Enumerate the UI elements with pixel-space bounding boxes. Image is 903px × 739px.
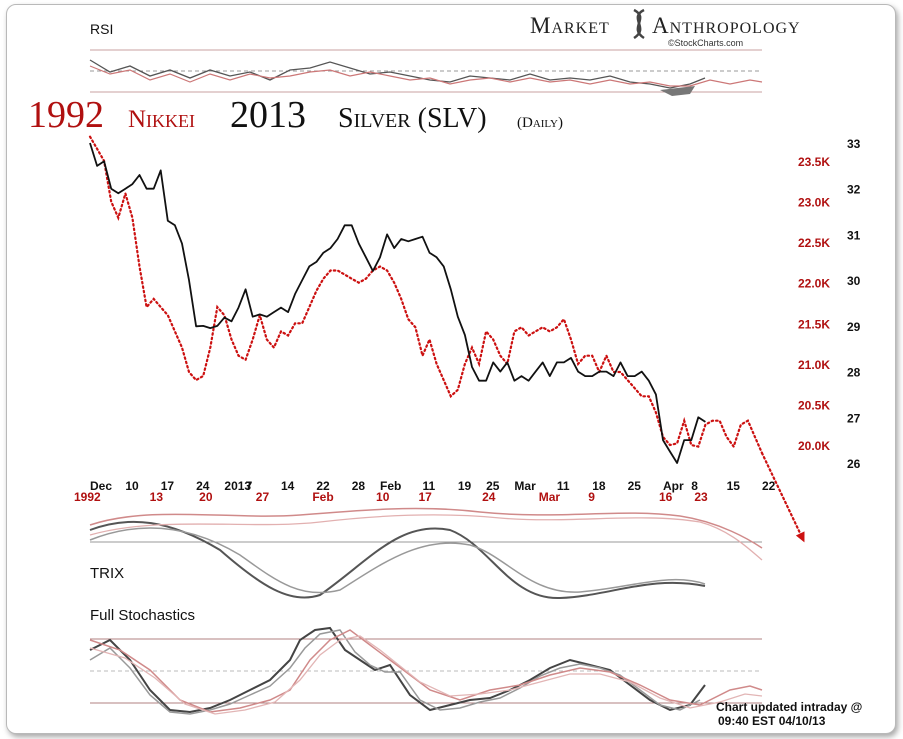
x-tick-top: 10 [125, 479, 139, 493]
silver-axis-tick: 33 [847, 137, 861, 151]
rsi-panel: RSI [89, 21, 763, 96]
silver-axis-tick: 28 [847, 366, 861, 380]
price-plot: 33 32 31 30 29 28 27 26 23.5K 23.0K 22.5K 22.0K 21.5… [74, 135, 861, 544]
x-tick-bottom: 24 [482, 490, 496, 504]
silver-axis-tick: 32 [847, 183, 861, 197]
title-suffix: (Daily) [517, 115, 563, 131]
x-tick-top: 22 [316, 479, 330, 493]
footer-line-1: Chart updated intraday @ [716, 700, 862, 714]
x-tick-bottom: 27 [256, 490, 270, 504]
x-tick-top: 7 [246, 479, 253, 493]
title-year-nikkei: 1992 [28, 94, 104, 136]
x-tick-top: 15 [727, 479, 741, 493]
x-tick-top: 24 [196, 479, 210, 493]
footer-line-2: 09:40 EST 04/10/13 [718, 714, 826, 728]
x-tick-top: 25 [486, 479, 500, 493]
nikkei-axis-tick: 20.0K [798, 439, 830, 453]
x-tick-bottom: 17 [418, 490, 432, 504]
brand-name-2: Anthropology [652, 13, 801, 38]
x-tick-bottom: 13 [150, 490, 164, 504]
x-tick-top: Feb [380, 479, 401, 493]
title-nikkei: Nikkei [128, 106, 195, 133]
nikkei-axis-tick: 23.5K [798, 155, 830, 169]
nikkei-axis-tick: 22.0K [798, 277, 830, 291]
x-tick-top: Apr [663, 479, 684, 493]
trix-panel: TRIX [89, 507, 763, 600]
x-tick-top: 2013 [224, 479, 251, 493]
brand-name-1: Market [530, 13, 610, 38]
stochastics-panel: Full Stochastics [89, 607, 763, 715]
nikkei-axis-tick: 21.0K [798, 358, 830, 372]
nikkei-axis-tick: 23.0K [798, 196, 830, 210]
brand-logo: Market Anthropology ©StockCharts.com [530, 8, 801, 48]
dna-helix-icon [633, 8, 645, 40]
x-tick-top: 25 [628, 479, 642, 493]
x-tick-top: 17 [161, 479, 175, 493]
x-tick-bottom: 10 [376, 490, 390, 504]
nikkei-axis-tick: 21.5K [798, 317, 830, 331]
projection-line [760, 452, 806, 544]
x-tick-top: 28 [352, 479, 366, 493]
x-tick-top: 19 [458, 479, 472, 493]
silver-axis-tick: 26 [847, 457, 861, 471]
stochastics-label: Full Stochastics [90, 607, 195, 624]
trix-label: TRIX [90, 565, 124, 582]
chart-frame [6, 4, 896, 734]
silver-axis-tick: 31 [847, 228, 861, 242]
x-tick-top: 14 [281, 479, 295, 493]
nikkei-series-line [88, 135, 764, 455]
nikkei-axis-tick: 22.5K [798, 236, 830, 250]
x-tick-bottom: 23 [694, 490, 708, 504]
x-tick-top: 11 [422, 479, 435, 493]
x-tick-top: 18 [592, 479, 606, 493]
title-year-silver: 2013 [230, 94, 306, 136]
title-silver: Silver (SLV) [338, 103, 487, 134]
x-tick-top: 22 [762, 479, 776, 493]
x-tick-top: Mar [514, 479, 536, 493]
x-tick-bottom: 20 [199, 490, 213, 504]
nikkei-axis-tick: 20.5K [798, 398, 830, 412]
x-tick-bottom: Feb [312, 490, 333, 504]
x-tick-bottom: 16 [659, 490, 673, 504]
brand-source: ©StockCharts.com [668, 38, 743, 48]
x-tick-top: 8 [691, 479, 698, 493]
rsi-label: RSI [90, 21, 113, 37]
silver-axis-tick: 30 [847, 274, 861, 288]
x-tick-bottom: Mar [539, 490, 561, 504]
x-tick-top: Dec [90, 479, 112, 493]
x-tick-bottom: 1992 [74, 490, 101, 504]
x-tick-bottom: 9 [588, 490, 595, 504]
silver-axis-tick: 29 [847, 320, 861, 334]
projection-arrowhead [795, 531, 805, 543]
silver-axis-tick: 27 [847, 411, 861, 425]
x-tick-top: 11 [557, 479, 570, 493]
silver-series-line [89, 142, 706, 464]
